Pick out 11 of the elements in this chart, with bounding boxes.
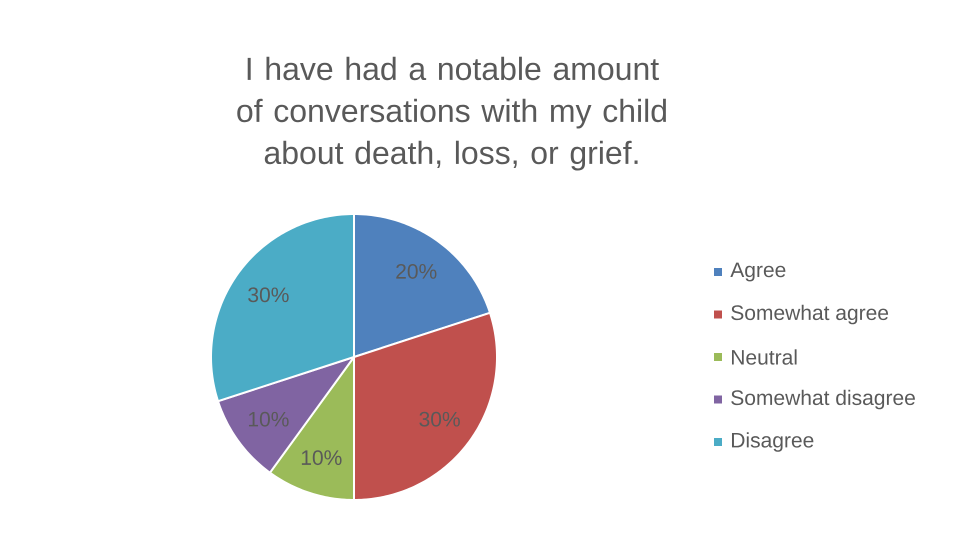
legend-label: Disagree xyxy=(732,432,814,452)
data-label: 10% xyxy=(302,450,342,466)
legend-label: Neutral xyxy=(732,349,797,365)
legend-label: Somewhat agree xyxy=(731,304,888,324)
chart-title: I have had a notable amount of conversations with my child about death, loss, or grief. xyxy=(237,56,666,171)
data-label: 30% xyxy=(419,412,460,427)
data-label: 20% xyxy=(396,264,436,279)
legend-label: Agree xyxy=(730,262,786,282)
data-label: 30% xyxy=(248,287,289,302)
data-label: 10% xyxy=(248,412,289,427)
legend-label: Somewhat disagree xyxy=(731,390,915,410)
